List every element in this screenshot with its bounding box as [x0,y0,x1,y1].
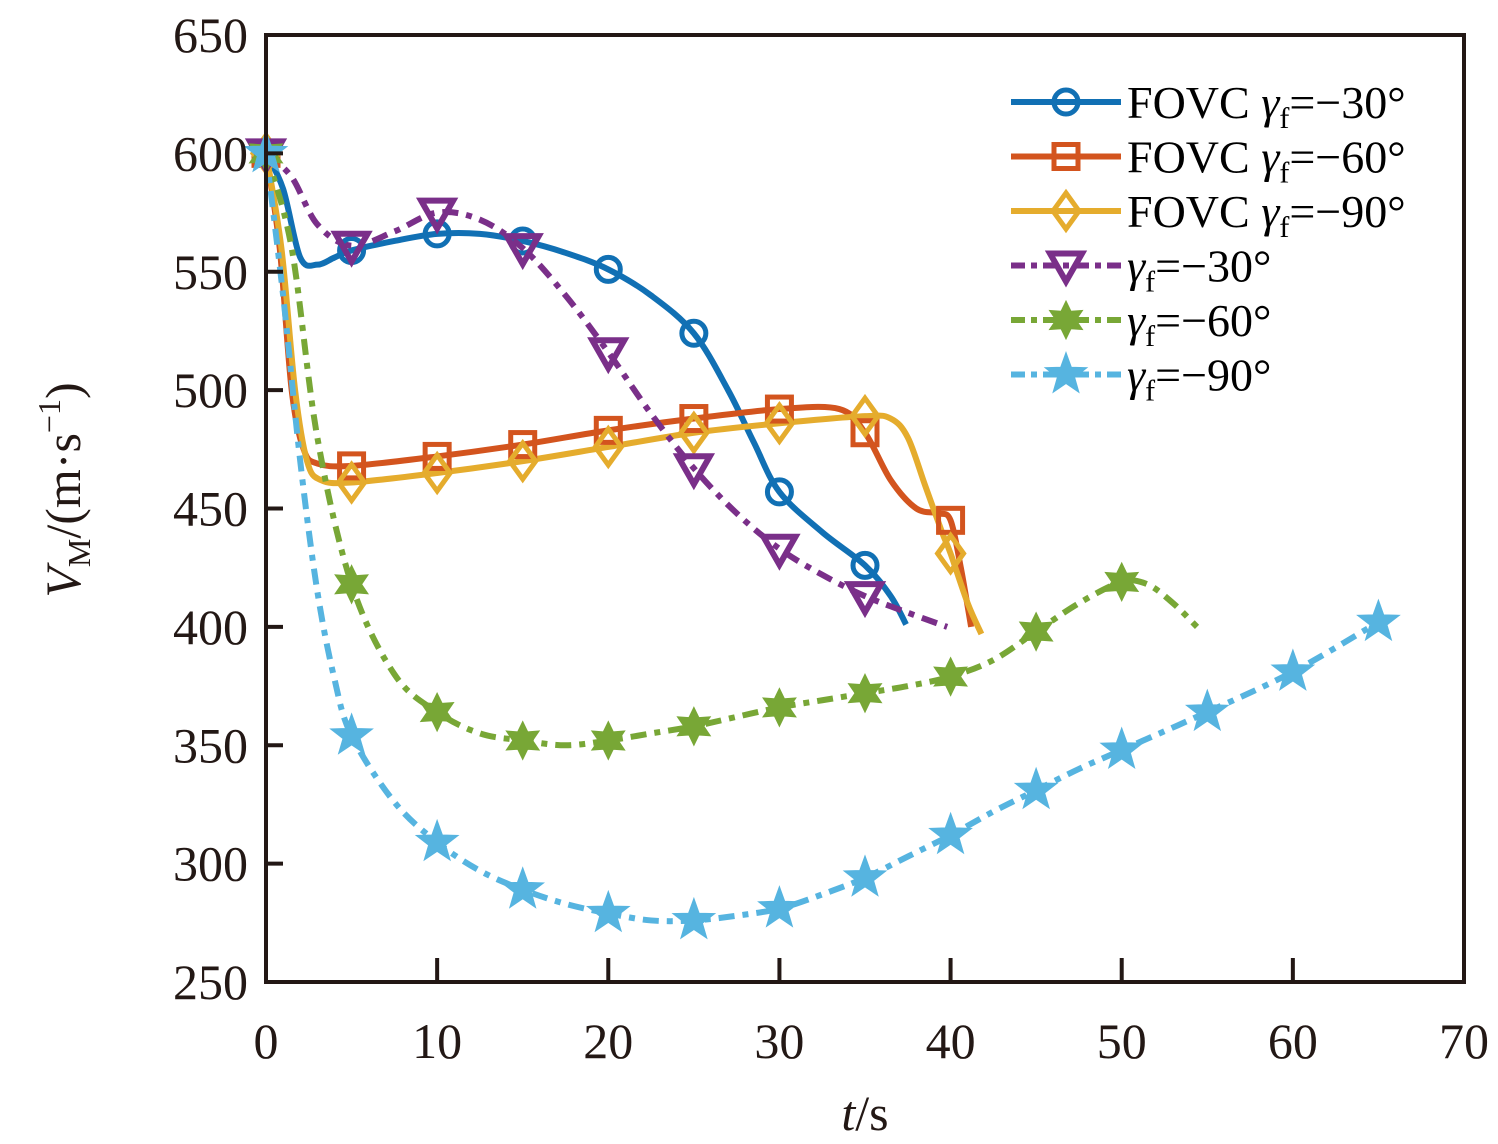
data-point-series-3 [848,393,882,439]
data-point-series-2 [764,394,794,424]
data-point-series-5 [505,720,541,761]
data-point-series-6 [928,811,973,855]
legend-label: γf=−30° [1127,241,1271,299]
data-point-series-3 [934,531,967,576]
data-point-series-3 [335,460,368,505]
series-line-1 [263,151,909,626]
data-point-series-6 [500,866,546,909]
data-point-series-5 [1018,611,1054,652]
data-point-series-4 [672,453,716,491]
data-point-series-3 [421,450,454,496]
data-point-series-4 [758,533,801,571]
legend-marker-icon [1051,142,1081,171]
plot-markers [243,129,1401,940]
series-line-4 [263,151,949,630]
data-point-series-3 [592,424,625,470]
legend: FOVC γf=−30°FOVC γf=−60°FOVC γf=−90°γf=−… [1011,77,1406,408]
data-point-series-1 [422,219,452,249]
legend-marker-icon [1043,351,1089,394]
legend-entry-5: γf=−60° [1011,295,1271,353]
legend-label: γf=−90° [1127,350,1271,408]
legend-label: FOVC γf=−90° [1127,186,1406,244]
y-tick-label: 550 [173,244,248,300]
data-point-series-4 [587,337,630,375]
data-point-series-2 [337,451,367,481]
data-point-series-6 [842,854,888,897]
x-tick-label: 30 [754,1013,804,1069]
data-point-series-1 [764,477,794,507]
x-tick-label: 20 [583,1013,633,1069]
data-point-series-6 [1270,648,1316,691]
data-point-series-5 [334,564,369,605]
x-axis-title: t/s [841,1085,888,1141]
series-line-5 [263,152,1200,749]
y-tick-label: 350 [173,717,248,773]
data-point-series-2 [422,441,452,471]
legend-label: γf=−60° [1127,295,1271,353]
legend-marker-icon [1044,250,1088,288]
data-point-series-6 [1099,726,1144,770]
legend-entry-2: FOVC γf=−60° [1011,132,1406,190]
x-tick-label: 60 [1268,1013,1318,1069]
y-tick-label: 500 [173,362,248,418]
data-point-series-5 [933,656,968,697]
y-axis-title: VM/(m·s−1) [31,382,97,597]
legend-marker-icon [1051,87,1081,117]
data-point-series-2 [593,415,623,445]
legend-marker-icon [1049,188,1083,234]
y-tick-label: 650 [173,7,248,63]
data-point-series-6 [1013,766,1059,810]
data-point-series-2 [679,404,709,434]
data-point-series-6 [1185,688,1230,732]
data-point-series-4 [415,197,459,235]
y-tick-label: 300 [173,836,248,892]
data-point-series-2 [508,430,538,460]
data-point-series-3 [763,401,796,446]
data-point-series-6 [585,889,631,933]
data-point-series-5 [590,720,626,761]
legend-entry-3: FOVC γf=−90° [1011,186,1406,244]
data-point-series-5 [1104,561,1140,603]
data-point-series-5 [419,691,455,733]
data-point-series-4 [501,233,544,271]
x-axis-ticks: 0 10 20 30 40 50 60 70 [254,958,1489,1069]
x-tick-label: 10 [412,1013,462,1069]
data-point-series-6 [671,896,717,940]
data-point-series-5 [847,673,883,714]
data-point-series-1 [679,318,709,348]
y-tick-label: 250 [173,954,248,1010]
legend-marker-icon [1048,299,1084,341]
data-point-series-6 [1356,598,1401,642]
y-tick-label: 600 [173,125,248,181]
data-point-series-6 [414,818,460,862]
series-line-6 [263,153,1380,925]
x-tick-label: 70 [1439,1013,1489,1069]
legend-label: FOVC γf=−30° [1127,77,1406,135]
legend-entry-4: γf=−30° [1011,241,1271,299]
data-point-series-6 [757,885,802,928]
data-point-series-1 [593,254,623,284]
data-point-series-2 [850,418,880,448]
legend-label: FOVC γf=−60° [1127,132,1406,190]
data-point-series-3 [506,438,539,484]
plot-lines [263,151,1380,925]
y-axis-ticks: 250 300 350 400 450 500 550 600 650 [173,7,283,1010]
x-tick-label: 50 [1097,1013,1147,1069]
y-tick-label: 450 [173,481,248,537]
data-point-series-4 [843,581,887,619]
legend-entry-6: γf=−90° [1011,350,1271,408]
data-point-series-4 [330,230,373,268]
y-tick-label: 400 [173,599,248,655]
data-point-series-6 [329,712,374,755]
x-tick-label: 0 [254,1013,279,1069]
data-point-series-5 [676,706,712,747]
data-point-series-3 [677,410,710,456]
legend-entry-1: FOVC γf=−30° [1011,77,1406,135]
data-point-series-1 [850,550,880,580]
x-tick-label: 40 [926,1013,976,1069]
data-point-series-5 [762,687,797,728]
